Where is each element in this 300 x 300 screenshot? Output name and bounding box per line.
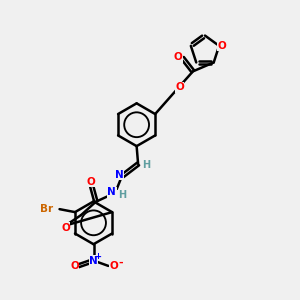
Text: N: N (89, 256, 98, 266)
Text: O: O (174, 52, 182, 62)
Text: N: N (115, 170, 124, 180)
Text: O: O (110, 261, 118, 271)
Text: +: + (94, 252, 101, 261)
Text: O: O (217, 41, 226, 51)
Text: O: O (61, 223, 70, 233)
Text: H: H (142, 160, 151, 170)
Text: O: O (70, 261, 79, 271)
Text: Br: Br (40, 204, 54, 214)
Text: O: O (175, 82, 184, 92)
Text: O: O (86, 177, 95, 187)
Text: N: N (107, 187, 116, 197)
Text: H: H (118, 190, 126, 200)
Text: -: - (118, 257, 123, 267)
